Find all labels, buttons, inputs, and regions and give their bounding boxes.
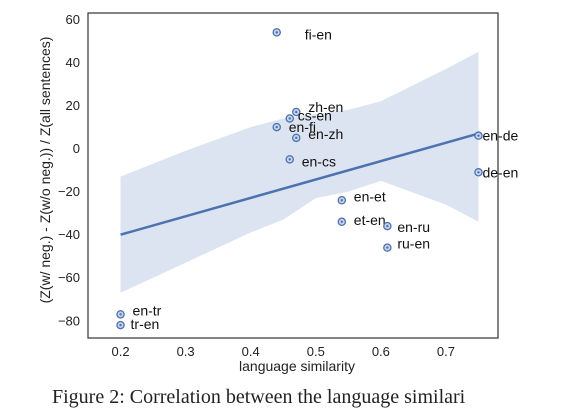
point-label: tr-en (131, 316, 160, 332)
point-label: en-de (482, 128, 518, 144)
scatter-point-center (119, 313, 122, 316)
x-axis-label: language similarity (239, 358, 355, 374)
x-tick-label: 0.5 (307, 344, 325, 359)
y-tick-label: −20 (58, 184, 80, 199)
y-tick-label: 20 (66, 98, 80, 113)
scatter-point-center (477, 171, 480, 174)
scatter-point-center (386, 224, 389, 228)
y-tick-label: 0 (73, 141, 80, 156)
x-tick-label: 0.2 (112, 344, 130, 359)
point-label: en-et (354, 188, 386, 204)
point-label: fi-en (305, 26, 332, 42)
scatter-point-center (477, 134, 480, 137)
point-label: en-zh (308, 126, 343, 142)
point-label: en-cs (302, 153, 336, 169)
scatter-point-center (288, 158, 291, 161)
point-label: cs-en (298, 107, 332, 123)
x-tick-label: 0.3 (177, 344, 195, 359)
scatter-point-center (275, 125, 278, 129)
scatter-point-center (295, 136, 298, 140)
y-tick-label: −60 (58, 270, 80, 285)
point-label: en-ru (397, 219, 430, 235)
regression-line (120, 132, 479, 236)
x-axis-ticks: 0.2 0.3 0.4 0.5 0.6 0.7 (112, 344, 455, 359)
plot-frame (87, 12, 499, 339)
scatter-point-center (386, 246, 389, 249)
y-tick-label: −40 (58, 227, 80, 242)
scatter-point-center (288, 117, 291, 120)
y-tick-label: 40 (66, 55, 80, 70)
x-tick-label: 0.4 (242, 344, 260, 359)
x-tick-label: 0.6 (372, 344, 390, 359)
y-tick-label: 60 (66, 12, 80, 27)
point-label: et-en (354, 212, 386, 228)
point-label: ru-en (397, 236, 430, 252)
point-label: en-tr (133, 302, 162, 318)
y-axis-ticks: −80 −60 −40 −20 0 20 40 60 (58, 12, 80, 328)
point-label: de-en (482, 164, 518, 180)
figure-caption: Figure 2: Correlation between the langua… (52, 386, 466, 408)
x-tick-label: 0.7 (437, 344, 455, 359)
scatter-point-center (340, 199, 344, 202)
point-label: en-fi (289, 119, 316, 135)
y-axis-label: (Z(w/ neg.) - Z(w/o neg.)) / Z(all sente… (37, 37, 53, 304)
y-tick-label: −80 (58, 313, 80, 328)
scatter-point-center (295, 110, 298, 114)
scatter-point-center (119, 323, 122, 327)
point-label: zh-en (308, 99, 343, 115)
confidence-band (120, 51, 479, 293)
scatter-point-center (340, 220, 344, 223)
scatter-point-center (275, 31, 278, 34)
